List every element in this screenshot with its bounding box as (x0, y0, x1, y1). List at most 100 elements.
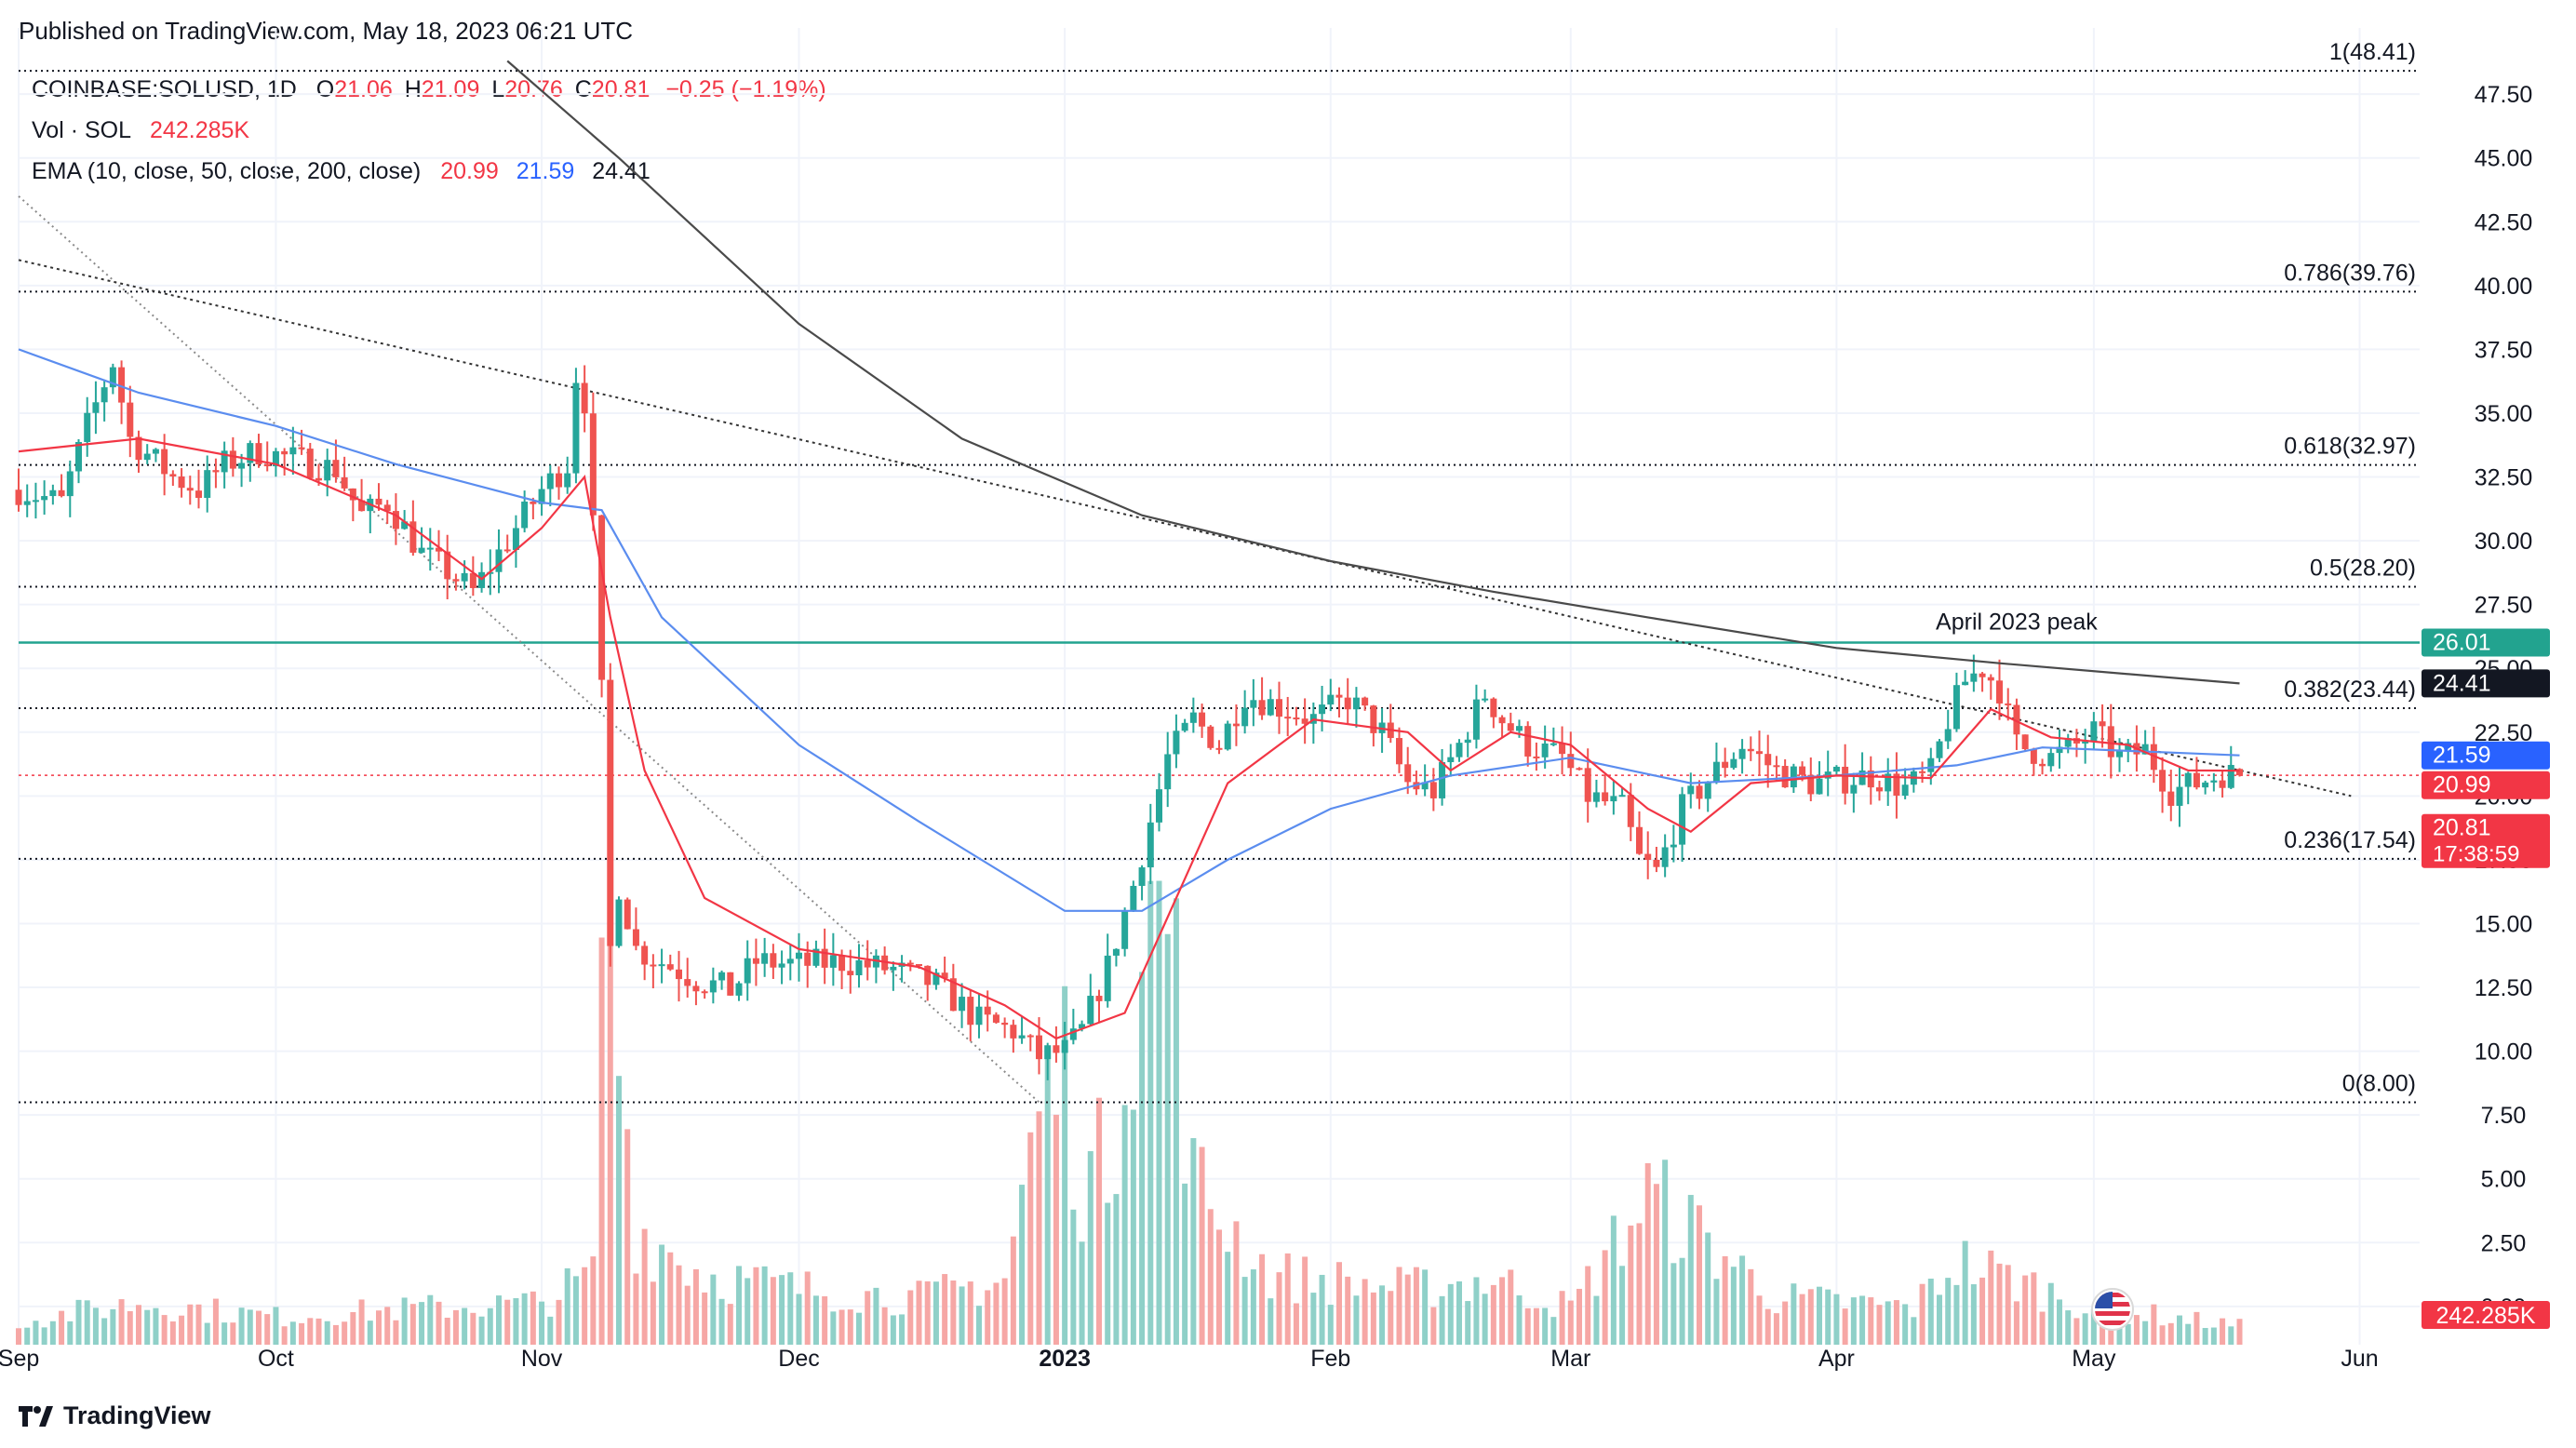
countdown-label-text: 17:38:59 (2433, 842, 2519, 867)
candle-body (263, 463, 271, 467)
volume-bar (1636, 1223, 1643, 1345)
candle-body (1559, 743, 1566, 755)
volume-bar (993, 1282, 1000, 1345)
candle-body (1738, 748, 1746, 759)
candle-body (1576, 768, 1583, 771)
volume-bar (1919, 1283, 1925, 1345)
candle-body (1885, 773, 1892, 792)
candle-body (1952, 685, 1960, 730)
tradingview-logo[interactable]: TradingView (19, 1401, 211, 1430)
volume-bar (1207, 1209, 1214, 1345)
candle-body (1867, 770, 1874, 788)
candle-body (1284, 717, 1292, 719)
volume-bar (847, 1309, 853, 1345)
candle-body (247, 443, 254, 463)
volume-bar (2194, 1311, 2200, 1345)
candle-body (289, 447, 297, 455)
candle-body (1832, 766, 1840, 772)
volume-bar (2057, 1299, 2062, 1345)
volume-bar (1173, 898, 1179, 1345)
candle-body (383, 504, 391, 512)
volume-bar (1353, 1295, 1360, 1345)
candle-body (1138, 867, 1146, 886)
candle-body (127, 402, 134, 437)
volume-bar (409, 1304, 416, 1345)
candle-body (332, 460, 340, 477)
candle-body (941, 972, 948, 979)
price-tick-label: 45.00 (2475, 146, 2533, 172)
volume-bar (692, 1268, 699, 1345)
volume-bar (1362, 1279, 1368, 1345)
candle-body (298, 447, 305, 449)
candle-body (778, 963, 785, 968)
candle-body (1026, 1035, 1034, 1038)
candle-body (2210, 780, 2218, 783)
candle-body (761, 953, 769, 964)
price-tick-label: 15.00 (2475, 911, 2533, 937)
volume-bar (710, 1274, 717, 1345)
candle-body (932, 972, 940, 985)
volume-bar (127, 1310, 133, 1345)
fibonacci-label: 0.786(39.76) (2284, 260, 2416, 286)
volume-bar (556, 1299, 562, 1345)
candle-body (641, 945, 649, 965)
legend-high-label: H (404, 76, 422, 102)
time-tick-label: Feb (1310, 1346, 1350, 1372)
volume-bar (1524, 1307, 1531, 1345)
volume-bar (590, 1256, 597, 1345)
volume-bar (932, 1281, 939, 1345)
volume-bar (1310, 1293, 1317, 1345)
volume-bar (745, 1278, 751, 1345)
price-chart[interactable]: 1(48.41) 0.786(39.76) 0.618(32.97) 0.5(28.2… (0, 0, 2576, 1396)
price-tick-label: 27.50 (2475, 593, 2533, 619)
candle-body (1722, 761, 1729, 769)
volume-bar (367, 1321, 373, 1345)
candle-body (1764, 754, 1772, 766)
price-tick-label: 35.00 (2475, 401, 2533, 427)
candle-body (598, 515, 606, 680)
volume-bar (187, 1304, 194, 1345)
candle-body (1344, 697, 1351, 710)
fibonacci-label: 0.5(28.20) (2310, 555, 2416, 581)
candle-body (949, 978, 957, 1012)
volume-bar (1379, 1285, 1386, 1345)
candle-body (84, 412, 91, 442)
candle-body (1112, 948, 1120, 956)
candle-body (1901, 784, 1909, 796)
candle-body (1962, 681, 1969, 686)
candle-body (195, 490, 202, 499)
candle-body (727, 972, 734, 996)
price-axis[interactable]: 47.50 45.00 42.50 40.00 37.50 35.00 32.50 30.00… (2475, 82, 2533, 1321)
volume-bar (324, 1321, 330, 1345)
candle-body (109, 367, 116, 388)
candle-body (804, 952, 812, 966)
candle-body (1799, 766, 1806, 775)
volume-bar (1764, 1308, 1771, 1345)
candle-body (530, 501, 537, 504)
time-axis[interactable]: Sep Oct Nov Dec 2023 Feb Mar Apr May Jun (0, 1346, 2379, 1372)
volume-bar (1576, 1288, 1582, 1345)
candle-body (469, 572, 476, 588)
volume-bar (865, 1291, 871, 1345)
candle-body (1627, 795, 1634, 827)
volume-bar (753, 1267, 759, 1345)
candle-body (238, 463, 246, 469)
volume-bar (496, 1295, 502, 1345)
volume-bar (1516, 1295, 1523, 1345)
candle-body (1970, 673, 1978, 682)
volume-label-box (2422, 1301, 2550, 1329)
candle-body (1618, 795, 1626, 798)
volume-bar (1610, 1215, 1617, 1345)
candle-body (855, 959, 863, 976)
volume-bar (624, 1129, 631, 1345)
volume-bar (950, 1280, 957, 1345)
volume-bar (641, 1228, 648, 1345)
candle-body (2107, 726, 2114, 758)
fibonacci-label: 0.382(23.44) (2284, 677, 2416, 703)
trend-line (18, 259, 2352, 798)
volume-bar (1499, 1277, 1506, 1345)
time-tick-label: Oct (258, 1346, 294, 1372)
volume-bar (144, 1309, 151, 1345)
volume-bar (84, 1300, 90, 1345)
volume-bar (1602, 1250, 1608, 1345)
